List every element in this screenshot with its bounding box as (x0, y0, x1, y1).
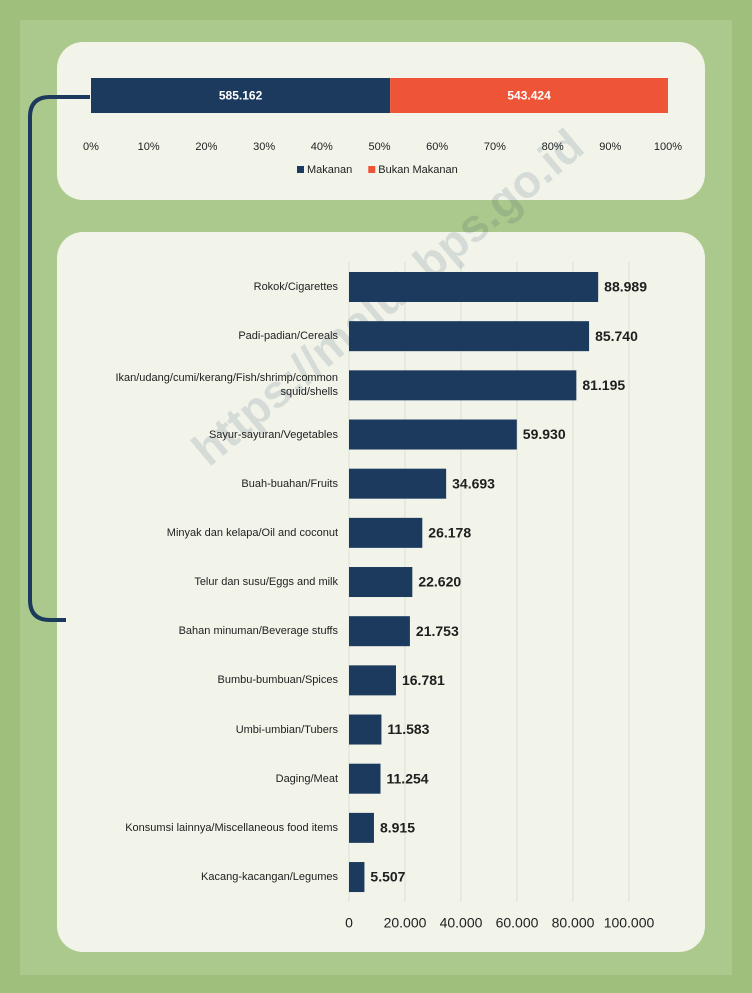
value-label: 11.254 (387, 770, 429, 786)
bar (349, 517, 423, 548)
bar-segment (390, 78, 668, 113)
category-label: Sayur-sayuran/Vegetables (208, 428, 338, 441)
chart-share: 585.162 543.424 0% 10% 20% 30% 40% 50% 60% 70% 80%… (83, 78, 682, 176)
x-tick-label: 10% (138, 141, 160, 153)
category-label: Padi-padian/Cereals (238, 330, 338, 343)
x-tick-label: 40% (311, 141, 333, 153)
value-label: 22.620 (418, 574, 461, 590)
bar (349, 370, 577, 401)
value-label: 11.583 (387, 721, 429, 737)
x-tick-label: 60% (426, 141, 448, 153)
x-tick-label: 60.000 (496, 915, 539, 931)
bar (349, 616, 410, 647)
category-label: Minyak dan kelapa/Oil and coconut (166, 526, 338, 539)
x-tick-label: 0 (345, 915, 353, 931)
value-label: 8.915 (380, 820, 415, 836)
value-label: 16.781 (402, 672, 445, 688)
bar (349, 862, 365, 893)
value-label: 26.178 (428, 525, 471, 541)
category-label: Rokok/Cigarettes (253, 281, 338, 293)
x-tick-label: 30% (253, 141, 275, 153)
legend-label: Makanan (307, 164, 352, 176)
bar-segment (91, 78, 391, 113)
value-label: 585.162 (219, 89, 263, 103)
x-tick-label: 50% (368, 141, 390, 153)
value-label: 5.507 (370, 869, 405, 885)
x-tick-label: 40.000 (440, 915, 483, 931)
bar (349, 272, 599, 302)
x-tick-label: 80.000 (552, 915, 595, 931)
x-tick-label: 100% (654, 141, 682, 153)
category-label: Bahan minuman/Beverage stuffs (178, 625, 338, 638)
value-label: 21.753 (416, 623, 459, 639)
x-tick-label: 80% (542, 141, 564, 153)
x-tick-label: 70% (484, 141, 506, 153)
value-label: 81.195 (582, 377, 625, 393)
value-label: 543.424 (507, 89, 551, 103)
bar (349, 665, 396, 696)
category-label: Buah-buahan/Fruits (241, 477, 338, 490)
card-top (57, 42, 705, 200)
bar (349, 812, 374, 843)
value-label: 59.930 (523, 426, 566, 442)
value-label: 88.989 (604, 279, 647, 295)
category-label: Telur dan susu/Eggs and milk (194, 576, 338, 589)
legend-label: Bukan Makanan (378, 164, 458, 176)
x-tick-label: 0% (83, 141, 99, 153)
x-tick-label: 20.000 (384, 915, 427, 931)
bar (349, 763, 381, 794)
value-label: 34.693 (452, 475, 495, 491)
x-tick-label: 90% (599, 141, 621, 153)
category-label: Ikan/udang/cumi/kerang/Fish/shrimp/commo… (115, 372, 338, 399)
bar (349, 468, 447, 499)
legend-swatch (297, 166, 304, 173)
x-tick-label: 20% (195, 141, 217, 153)
category-label: Umbi-umbian/Tubers (235, 723, 338, 736)
category-label: Bumbu-bumbuan/Spices (217, 674, 338, 687)
value-label: 85.740 (595, 328, 638, 344)
bar (349, 567, 413, 598)
chart-food: 0 20.000 40.000 60.000 80.000 100.000 88.989 85… (345, 262, 655, 931)
category-label: Kacang-kacangan/Legumes (201, 871, 338, 884)
x-tick-label: 100.000 (604, 915, 655, 931)
category-label: Konsumsi lainnya/Miscellaneous food item… (125, 821, 338, 834)
bar (349, 419, 517, 450)
bracket (28, 95, 90, 622)
category-label: Daging/Meat (275, 772, 338, 785)
bar (349, 714, 382, 745)
legend-swatch (368, 166, 376, 173)
bar (349, 321, 590, 352)
